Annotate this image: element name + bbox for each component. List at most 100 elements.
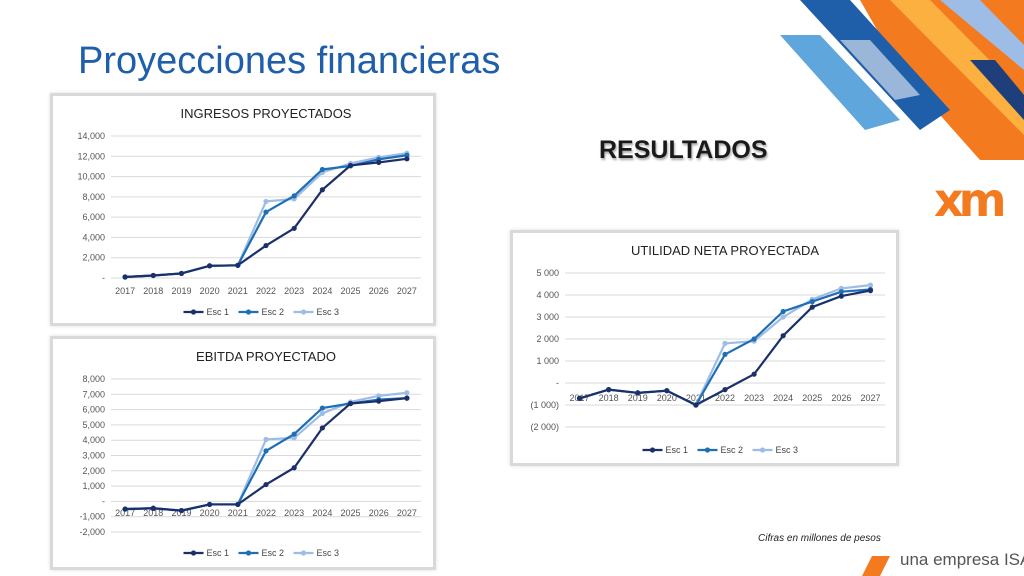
- data-point: [722, 340, 728, 346]
- x-tick-label: 2023: [744, 393, 764, 403]
- data-point: [347, 162, 354, 169]
- data-point: [207, 501, 213, 508]
- y-tick-label: 8,000: [82, 192, 105, 202]
- x-tick-label: 2024: [312, 508, 332, 518]
- chart-title: INGRESOS PROYECTADOS: [181, 106, 352, 121]
- data-point: [664, 388, 670, 394]
- data-point: [263, 198, 269, 205]
- x-tick-label: 2025: [341, 508, 361, 518]
- data-point: [263, 209, 269, 215]
- y-tick-label: 6,000: [82, 212, 105, 222]
- data-point: [319, 425, 325, 431]
- x-tick-label: 2019: [171, 286, 191, 296]
- data-point: [809, 304, 815, 310]
- legend-marker: [190, 309, 197, 315]
- data-point: [122, 274, 128, 280]
- data-point: [576, 395, 583, 401]
- legend-marker: [704, 447, 711, 453]
- data-point: [291, 431, 297, 437]
- y-tick-label: -1,000: [79, 512, 105, 522]
- x-tick-label: 2024: [773, 393, 793, 403]
- data-point: [780, 314, 786, 320]
- series-line-esc-2: [125, 154, 408, 279]
- data-point: [207, 263, 213, 269]
- data-point: [150, 505, 156, 511]
- data-point: [263, 436, 269, 443]
- data-point: [235, 501, 241, 508]
- series-line-esc-1: [125, 397, 408, 512]
- data-point: [606, 387, 612, 393]
- data-point: [838, 289, 844, 295]
- x-tick-label: 2022: [256, 508, 276, 518]
- page-title: Proyecciones financieras: [78, 40, 501, 82]
- footer-text: una empresa ISA: [900, 550, 1024, 569]
- legend-marker: [245, 309, 252, 315]
- y-tick-label: 12,000: [77, 151, 105, 161]
- data-point: [404, 390, 410, 396]
- data-point: [693, 402, 699, 408]
- y-tick-label: 2,000: [82, 253, 105, 263]
- data-point: [263, 242, 269, 249]
- data-point: [263, 481, 269, 488]
- x-tick-label: 2018: [143, 286, 163, 296]
- data-point: [780, 308, 786, 315]
- data-point: [178, 507, 185, 514]
- x-tick-label: 2022: [715, 393, 735, 403]
- y-tick-label: -: [556, 378, 559, 388]
- legend-label: Esc 3: [317, 548, 340, 558]
- x-tick-label: 2021: [686, 393, 706, 403]
- data-point: [319, 405, 325, 411]
- data-point: [722, 351, 728, 357]
- data-point: [376, 393, 382, 399]
- chart-title: UTILIDAD NETA PROYECTADA: [631, 243, 819, 258]
- data-point: [291, 465, 297, 471]
- y-tick-label: 2,000: [82, 466, 105, 476]
- y-tick-label: 3,000: [82, 451, 105, 461]
- x-tick-label: 2026: [369, 508, 389, 518]
- y-tick-label: 1,000: [82, 481, 105, 491]
- y-tick-label: 2 000: [536, 334, 559, 344]
- x-tick-label: 2020: [657, 393, 677, 403]
- y-tick-label: 4,000: [82, 435, 105, 445]
- data-point: [376, 398, 382, 404]
- x-tick-label: 2017: [115, 286, 135, 296]
- data-point: [635, 390, 641, 396]
- data-point: [376, 159, 382, 165]
- decorative-stripes: [780, 0, 1024, 160]
- legend-label: Esc 2: [721, 445, 744, 455]
- y-tick-label: 6,000: [82, 405, 105, 415]
- data-point: [751, 336, 757, 342]
- chart-ingresos-svg: INGRESOS PROYECTADOS - 2,000 4,000 6,000 8,00…: [77, 106, 421, 317]
- x-tick-label: 2017: [115, 508, 135, 518]
- y-tick-label: 4 000: [536, 290, 559, 300]
- x-tick-label: 2021: [228, 508, 248, 518]
- y-tick-label: (1 000): [530, 400, 559, 410]
- legend-marker: [300, 309, 307, 315]
- data-point: [404, 156, 410, 162]
- data-point: [867, 282, 874, 288]
- legend-label: Esc 3: [317, 307, 340, 317]
- legend-marker: [759, 447, 766, 453]
- chart-utilidad-svg: UTILIDAD NETA PROYECTADA (2 000) (1 000) - 1…: [530, 243, 885, 455]
- x-tick-label: 2019: [628, 393, 648, 403]
- x-tick-label: 2018: [143, 508, 163, 518]
- x-tick-label: 2020: [200, 286, 220, 296]
- data-point: [122, 506, 128, 512]
- x-tick-label: 2025: [802, 393, 822, 403]
- data-point: [809, 299, 815, 305]
- x-tick-label: 2027: [397, 508, 417, 518]
- y-tick-label: 5,000: [82, 420, 105, 430]
- x-tick-label: 2025: [341, 286, 361, 296]
- y-tick-label: -2,000: [79, 527, 105, 537]
- data-point: [235, 262, 241, 268]
- data-point: [263, 448, 269, 454]
- data-point: [722, 387, 728, 393]
- data-point: [347, 400, 354, 407]
- section-heading: RESULTADOS: [599, 136, 768, 164]
- legend-label: Esc 1: [207, 548, 230, 558]
- series-line-esc-2: [125, 397, 407, 512]
- y-tick-label: -: [102, 273, 105, 283]
- y-tick-label: 3 000: [536, 312, 559, 322]
- data-point: [780, 333, 786, 339]
- y-tick-label: 14,000: [77, 131, 105, 141]
